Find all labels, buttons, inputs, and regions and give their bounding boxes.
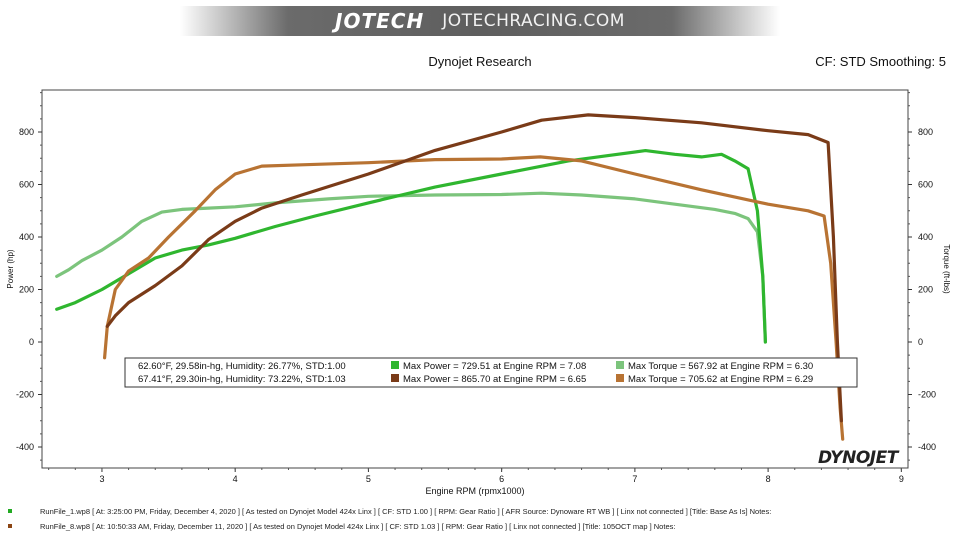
y-tick-label: 800 (19, 127, 34, 137)
plot-area (41, 89, 909, 469)
y2-tick-label: -400 (918, 442, 936, 452)
legend-conditions: 62.60°F, 29.58in-hg, Humidity: 26.77%, S… (138, 361, 346, 372)
y-tick-label: -400 (16, 442, 34, 452)
y-tick-label: 200 (19, 285, 34, 295)
legend-torque-label: Max Torque = 705.62 at Engine RPM = 6.29 (628, 374, 813, 385)
legend-torque-label: Max Torque = 567.92 at Engine RPM = 6.30 (628, 361, 813, 372)
jotech-logo: JOTECH (335, 9, 425, 33)
runfile-text-2: RunFile_8.wp8 [ At: 10:50:33 AM, Friday,… (40, 522, 676, 531)
y-tick-label: 600 (19, 180, 34, 190)
run1-swatch (8, 509, 12, 513)
legend-power-label: Max Power = 729.51 at Engine RPM = 7.08 (403, 361, 586, 372)
series-power1-line (55, 149, 768, 344)
y2-tick-label: 200 (918, 285, 933, 295)
jotech-url: JOTECHRACING.COM (442, 11, 625, 31)
y2-axis-label: Torque (ft-lbs) (942, 244, 951, 294)
legend-power-swatch (391, 374, 399, 382)
y2-tick-label: -200 (918, 390, 936, 400)
jotech-banner: JOTECH JOTECHRACING.COM (180, 6, 780, 36)
x-tick-label: 7 (632, 474, 637, 484)
y-tick-label: 400 (19, 232, 34, 242)
legend-box (124, 357, 858, 388)
chart-title: Dynojet Research (428, 54, 532, 69)
run2-swatch (8, 524, 12, 528)
y2-tick-label: 800 (918, 127, 933, 137)
legend-torque-swatch (616, 361, 624, 369)
series-power2-line (105, 113, 844, 423)
y-axis-label: Power (hp) (6, 249, 15, 288)
y-tick-label: 0 (29, 337, 34, 347)
legend-power-swatch (391, 361, 399, 369)
dynojet-logo: DYNOJET (818, 448, 898, 468)
y-tick-label: -200 (16, 390, 34, 400)
runfile-text-1: RunFile_1.wp8 [ At: 3:25:00 PM, Friday, … (40, 507, 772, 516)
series-torque2-line (102, 155, 845, 441)
x-tick-label: 9 (899, 474, 904, 484)
x-tick-label: 8 (766, 474, 771, 484)
y2-tick-label: 600 (918, 180, 933, 190)
x-tick-label: 4 (233, 474, 238, 484)
x-tick-label: 5 (366, 474, 371, 484)
y2-tick-label: 0 (918, 337, 923, 347)
y2-tick-label: 400 (918, 232, 933, 242)
legend-conditions: 67.41°F, 29.30in-hg, Humidity: 73.22%, S… (138, 374, 346, 385)
legend-torque-swatch (616, 374, 624, 382)
x-axis-label: Engine RPM (rpmx1000) (425, 486, 524, 496)
x-tick-label: 3 (99, 474, 104, 484)
series-torque1-line (55, 191, 768, 344)
x-tick-label: 6 (499, 474, 504, 484)
cf-smoothing-label: CF: STD Smoothing: 5 (815, 54, 946, 69)
dyno-chart: -400 -400 -200 -200 0 0 200 200 400 400 600 600 800 8… (6, 89, 951, 496)
legend-power-label: Max Power = 865.70 at Engine RPM = 6.65 (403, 374, 586, 385)
